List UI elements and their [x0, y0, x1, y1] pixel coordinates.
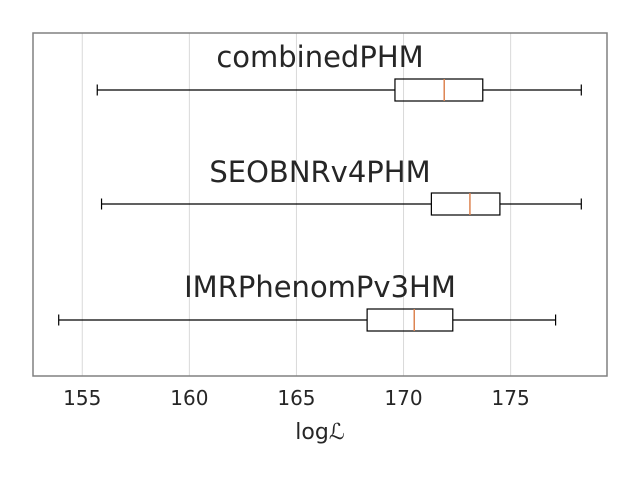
- x-tick-label: 170: [384, 386, 422, 410]
- iqr-box: [394, 78, 484, 102]
- box-plot-combinedPHM: combinedPHM: [96, 40, 582, 102]
- x-axis-label-symbol: ℒ: [329, 420, 345, 445]
- series-label: IMRPhenomPv3HM: [184, 270, 456, 304]
- x-tick-label: 165: [277, 386, 315, 410]
- x-tick-label: 155: [63, 386, 101, 410]
- plot-frame: [32, 32, 608, 377]
- x-tick-label: 175: [492, 386, 530, 410]
- x-axis-label: logℒ: [295, 420, 344, 445]
- box-plot-IMRPhenomPv3HM: IMRPhenomPv3HM: [58, 270, 557, 332]
- box-plot-SEOBNRv4PHM: SEOBNRv4PHM: [100, 155, 582, 216]
- x-axis-label-text: log: [295, 420, 329, 445]
- x-tick-label: 160: [170, 386, 208, 410]
- x-tick-labels: 155 160 165 170 175: [63, 386, 530, 410]
- box-plots: combinedPHM SEOBNRv4PHM IMRPhenomPv3HM: [58, 40, 582, 332]
- series-label: combinedPHM: [216, 40, 423, 74]
- series-label: SEOBNRv4PHM: [209, 155, 430, 189]
- iqr-box: [430, 192, 501, 216]
- iqr-box: [366, 308, 454, 332]
